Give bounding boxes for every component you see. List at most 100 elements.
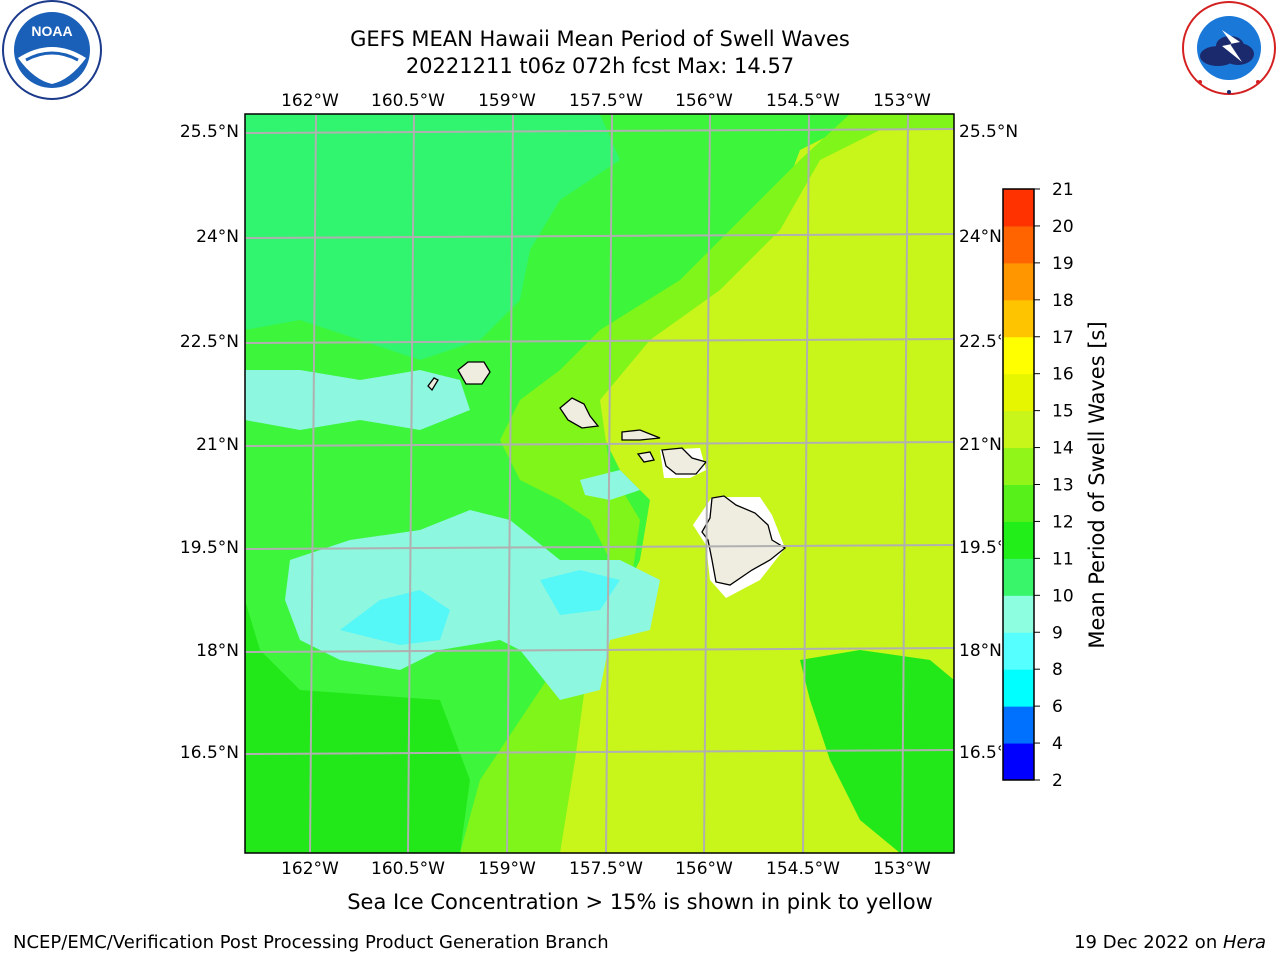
colorbar-tick-label: 9 [1052,623,1063,643]
field-aqua-region [245,370,470,430]
lon-tick-label: 154.5°W [766,859,840,879]
lon-tick-label: 153°W [873,859,931,879]
colorbar-bin [1003,336,1034,375]
sea-ice-caption: Sea Ice Concentration > 15% is shown in … [347,890,933,914]
colorbar-tick-label: 14 [1052,439,1074,459]
island-maui [661,447,708,475]
nws-logo [1182,1,1276,95]
parallel-line [245,544,954,550]
swell-period-field [245,114,954,853]
meridian-line [802,114,810,853]
lon-tick-label: 153°W [873,91,931,111]
chart-subtitle: 20221211 t06z 072h fcst Max: 14.57 [405,54,795,78]
noaa-logo: NOAA [2,0,102,100]
footer-credit: NCEP/EMC/Verification Post Processing Pr… [13,932,609,953]
island-kauai [457,361,491,385]
colorbar-tick-label: 4 [1052,734,1063,754]
colorbar-bin [1003,225,1034,264]
colorbar-bin [1003,706,1034,744]
lat-tick-label: 18°N [196,641,239,661]
colorbar: 2 4 6 8 9 10 11 12 13 14 15 16 17 18 19 20 21 [1001,180,1121,791]
meridian-line [703,114,711,853]
colorbar-tick-label: 8 [1052,660,1063,680]
lon-tick-label: 160.5°W [371,91,445,111]
lat-tick-label: 21°N [959,435,1002,455]
map-frame [244,113,955,854]
island-lanai [636,451,655,463]
field-aqua-region [580,470,640,500]
colorbar-tick-label: 12 [1052,512,1074,532]
parallel-line [245,749,954,755]
colorbar-bin [1003,595,1034,633]
field-deep-green-region [245,114,470,853]
colorbar-bin [1003,484,1034,522]
lat-tick-label: 21°N [196,435,239,455]
colorbar-tick-label: 6 [1052,697,1063,717]
colorbar-tick-label: 21 [1052,180,1074,200]
lon-tick-label: 157.5°W [569,91,643,111]
lon-tick-label: 162°W [281,859,339,879]
lat-tick-label: 24°N [959,227,1002,247]
colorbar-bin [1003,373,1034,412]
colorbar-bin [1003,299,1034,338]
colorbar-label: Mean Period of Swell Waves [s] [1085,321,1109,649]
graticule [245,114,954,853]
lon-tick-label: 159°W [478,91,536,111]
colorbar-bin [1003,410,1034,449]
island-molokai [621,429,661,441]
lat-tick-label: 18°N [959,641,1002,661]
footer-date-text: 19 Dec 2022 on [1074,932,1223,953]
parallel-line [245,441,954,447]
field-cyan-region [540,570,620,615]
colorbar-tick-label: 17 [1052,328,1074,348]
colorbar-bin [1003,189,1034,227]
colorbar-tick-label: 19 [1052,254,1074,274]
colorbar-bin [1003,521,1034,559]
lat-tick-label: 22.5°N [180,332,239,352]
lat-tick-label: 25.5°N [180,122,239,142]
lat-tick-label: 25.5°N [959,122,1018,142]
longitude-ticks-top: 162°W 160.5°W 159°W 157.5°W 156°W 154.5°W 153°… [281,91,931,111]
lon-tick-label: 156°W [675,91,733,111]
colorbar-bin [1003,669,1034,707]
lon-tick-label: 159°W [478,859,536,879]
colorbar-tick-label: 18 [1052,291,1074,311]
lat-tick-label: 19.5°N [180,538,239,558]
parallel-line [245,647,954,653]
colorbar-bin [1003,447,1034,485]
lon-tick-label: 157.5°W [569,859,643,879]
field-aqua-region [285,510,660,700]
meridian-line [605,114,613,853]
longitude-ticks-bottom: 162°W 160.5°W 159°W 157.5°W 156°W 154.5°W 153°… [281,859,931,879]
colorbar-tick-label: 2 [1052,771,1063,791]
parallel-line [245,128,954,134]
lon-tick-label: 162°W [281,91,339,111]
island-oahu [559,397,600,429]
meridian-line [901,114,909,853]
noaa-logo-text: NOAA [31,23,72,39]
colorbar-tick-label: 20 [1052,217,1074,237]
footer-host: Hera [1222,932,1266,953]
lon-tick-label: 160.5°W [371,859,445,879]
lat-tick-label: 16.5°N [180,743,239,763]
colorbar-tick-label: 11 [1052,549,1074,569]
lat-tick-label: 24°N [196,227,239,247]
lon-tick-label: 156°W [675,859,733,879]
parallel-line [245,338,954,344]
latitude-ticks-left: 25.5°N 24°N 22.5°N 21°N 19.5°N 18°N 16.5°N [180,122,239,763]
island-niihau [427,377,439,392]
lon-tick-label: 154.5°W [766,91,840,111]
colorbar-bin [1003,743,1034,781]
colorbar-tick-label: 15 [1052,402,1074,422]
colorbar-tick-label: 13 [1052,476,1074,496]
footer-date: 19 Dec 2022 on Hera [1074,932,1266,953]
island-big-island [701,495,787,586]
field-cyan-region [340,590,450,645]
colorbar-bin [1003,262,1034,301]
colorbar-bin [1003,632,1034,670]
colorbar-tick-label: 16 [1052,365,1074,385]
colorbar-tick-label: 10 [1052,586,1074,606]
parallel-line [245,233,954,239]
colorbar-bin [1003,558,1034,596]
